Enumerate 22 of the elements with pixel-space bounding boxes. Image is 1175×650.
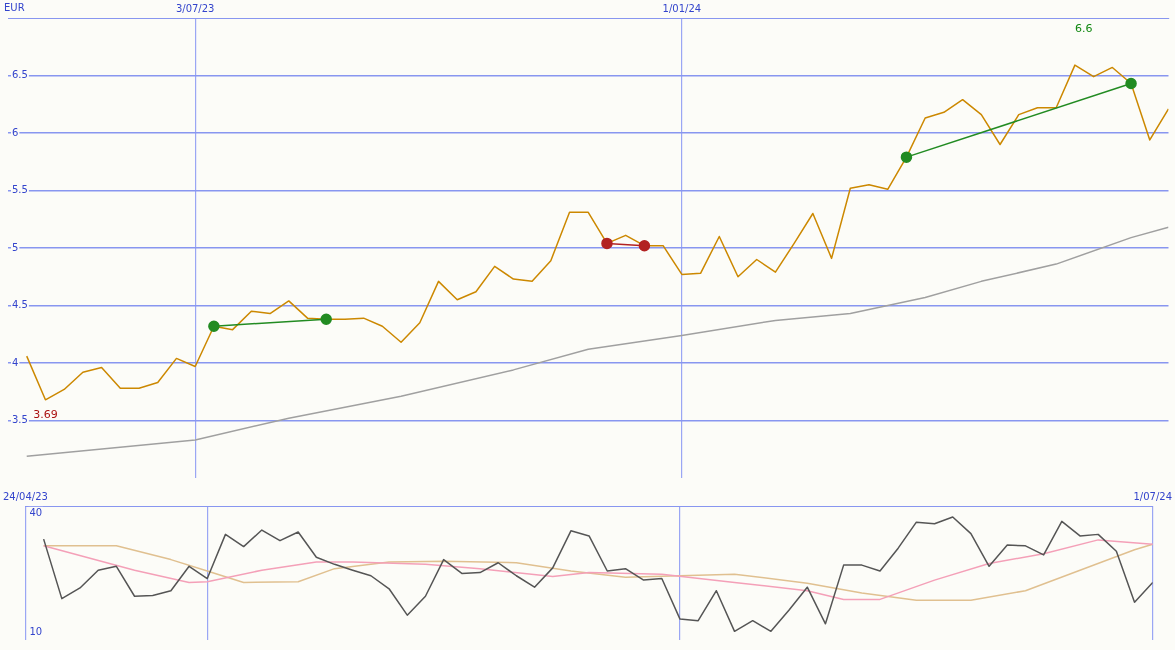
annotation: 3.69: [33, 407, 58, 421]
y-tick-label: 5.5: [12, 184, 28, 196]
x-tick-label: 1/07/24: [1133, 490, 1173, 502]
point: [900, 151, 913, 163]
point: [208, 320, 220, 332]
point: [1125, 77, 1137, 90]
x-tick-label: 3/07/23: [175, 2, 215, 14]
y-tick-label: 5: [12, 241, 19, 253]
y-axis-title: EUR: [4, 2, 25, 13]
y-tick-label: 6.5: [12, 69, 28, 81]
point: [320, 313, 332, 326]
y-tick-label: 10: [29, 625, 43, 637]
y-tick-label: 6: [12, 126, 19, 138]
y-tick-label: 4.5: [12, 299, 28, 311]
y-tick-label: 3.5: [12, 414, 28, 426]
point: [601, 237, 613, 250]
point: [638, 239, 651, 252]
y-tick-label: 4: [12, 356, 19, 368]
x-tick-label: 24/04/23: [3, 490, 48, 502]
annotation: 6.6: [1075, 22, 1093, 35]
x-tick-label: 1/01/24: [662, 2, 702, 14]
y-tick-label: 40: [29, 507, 43, 519]
